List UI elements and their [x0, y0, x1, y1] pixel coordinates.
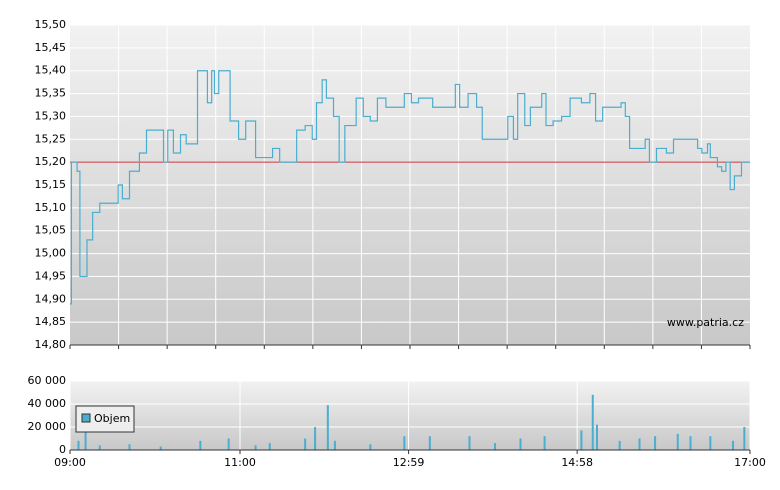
y-tick-label: 0 — [59, 443, 66, 456]
volume-bar — [77, 440, 80, 450]
volume-bar — [268, 443, 271, 450]
x-tick-label: 09:00 — [54, 456, 86, 469]
y-tick-label: 15,00 — [35, 247, 67, 260]
y-tick-label: 15,45 — [35, 41, 67, 54]
volume-bar — [314, 427, 317, 450]
volume-bar — [369, 444, 372, 450]
y-tick-label: 60 000 — [28, 374, 67, 387]
volume-bar — [227, 438, 230, 450]
volume-bar — [128, 444, 131, 450]
y-tick-label: 15,25 — [35, 132, 67, 145]
x-tick-label: 17:00 — [734, 456, 766, 469]
volume-bar — [98, 445, 101, 450]
volume-bar — [199, 440, 202, 450]
y-tick-label: 15,50 — [35, 18, 67, 31]
price-line — [70, 70, 750, 305]
y-tick-label: 15,40 — [35, 64, 67, 77]
volume-bar — [159, 446, 162, 450]
volume-bar — [519, 438, 522, 450]
volume-bar — [676, 433, 679, 450]
volume-bar — [403, 436, 406, 450]
volume-bar — [732, 440, 734, 450]
y-tick-label: 15,10 — [35, 201, 67, 214]
y-tick-label: 14,90 — [35, 292, 67, 305]
x-tick-label: 11:00 — [224, 456, 256, 469]
volume-bar — [304, 438, 307, 450]
volume-bar — [654, 436, 657, 450]
volume-bar — [254, 445, 257, 450]
volume-bar — [709, 436, 712, 450]
y-tick-label: 15,20 — [35, 155, 67, 168]
y-tick-label: 14,85 — [35, 315, 67, 328]
volume-bar — [743, 427, 746, 450]
volume-bar — [494, 443, 496, 450]
volume-plot-area — [70, 381, 750, 450]
y-tick-label: 15,15 — [35, 178, 67, 191]
volume-bar — [84, 427, 87, 450]
y-tick-label: 14,95 — [35, 269, 67, 282]
volume-bar — [333, 440, 336, 450]
volume-bar — [580, 430, 583, 450]
y-tick-label: 15,30 — [35, 109, 67, 122]
volume-bar — [591, 394, 594, 450]
volume-bar — [543, 436, 546, 450]
y-tick-label: 20 000 — [28, 420, 67, 433]
watermark: www.patria.cz — [667, 316, 744, 329]
legend-swatch — [81, 413, 91, 423]
volume-bar — [596, 424, 598, 450]
y-tick-label: 14,80 — [35, 338, 67, 351]
volume-bar — [326, 405, 329, 450]
y-tick-label: 40 000 — [28, 397, 67, 410]
legend-label: Objem — [94, 412, 130, 425]
y-tick-label: 15,35 — [35, 87, 67, 100]
y-tick-label: 15,05 — [35, 224, 67, 237]
volume-bar — [638, 438, 641, 450]
volume-bar — [689, 436, 692, 450]
volume-bar — [428, 436, 431, 450]
x-tick-label: 12:59 — [393, 456, 425, 469]
x-tick-label: 14:58 — [561, 456, 593, 469]
volume-bar — [468, 436, 471, 450]
volume-bar — [618, 440, 621, 450]
